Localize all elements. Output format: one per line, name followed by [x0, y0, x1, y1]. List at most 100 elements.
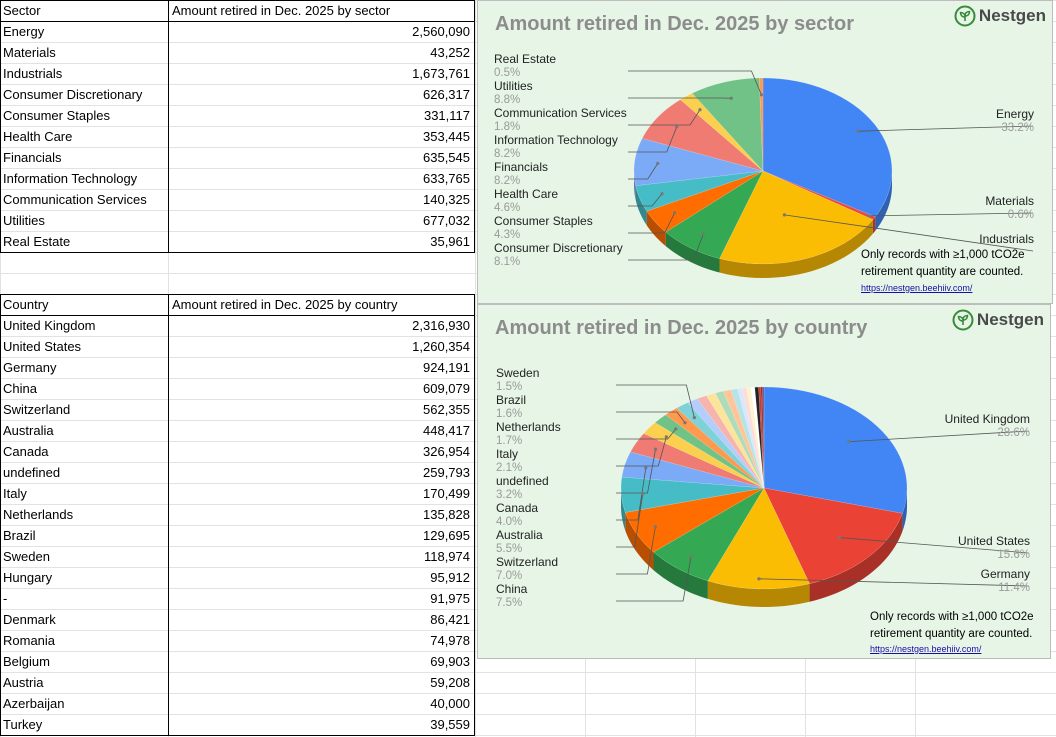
country-chart[interactable]: Amount retired in Dec. 2025 by country N…	[477, 304, 1051, 659]
sector-chart[interactable]: Amount retired in Dec. 2025 by sector Ne…	[477, 0, 1053, 304]
pie-slice[interactable]	[679, 92, 764, 172]
table-cell-amount[interactable]: 609,079	[423, 381, 470, 396]
table-cell-name[interactable]: Belgium	[3, 654, 50, 669]
table-cell-amount[interactable]: 353,445	[423, 129, 470, 144]
pie-slice[interactable]	[621, 451, 765, 489]
table-cell-name[interactable]: Turkey	[3, 717, 43, 732]
pie-slice[interactable]	[758, 386, 765, 489]
pie-slice[interactable]	[730, 388, 765, 489]
table-cell-amount[interactable]: 95,912	[430, 570, 470, 585]
table-cell-name[interactable]: undefined	[3, 465, 61, 480]
table-cell-name[interactable]: Austria	[3, 675, 44, 690]
table-cell-amount[interactable]: 39,559	[430, 717, 470, 732]
table-cell-amount[interactable]: 1,673,761	[412, 66, 470, 81]
pie-slice[interactable]	[635, 170, 764, 212]
pie-slice[interactable]	[741, 387, 765, 489]
table-cell-name[interactable]: Hungary	[3, 570, 53, 585]
pie-slice[interactable]	[654, 414, 765, 489]
table-cell-amount[interactable]: 118,974	[423, 549, 470, 564]
column-header[interactable]: Amount retired in Dec. 2025 by sector	[172, 3, 391, 18]
table-cell-name[interactable]: Utilities	[3, 213, 45, 228]
newsletter-link[interactable]: https://nestgen.beehiiv.com/	[861, 283, 973, 293]
table-cell-name[interactable]: Health Care	[3, 129, 73, 144]
pie-slice[interactable]	[705, 392, 765, 489]
table-cell-amount[interactable]: 259,793	[423, 465, 470, 480]
pie-slice[interactable]	[624, 487, 765, 553]
pie-slice[interactable]	[687, 398, 765, 489]
pie-slice[interactable]	[676, 402, 765, 489]
table-cell-name[interactable]: Sweden	[3, 549, 50, 564]
pie-slice[interactable]	[665, 407, 765, 489]
pie-slice[interactable]	[719, 170, 874, 265]
table-cell-name[interactable]: -	[3, 591, 8, 606]
table-cell-amount[interactable]: 1,260,354	[412, 339, 470, 354]
table-cell-amount[interactable]: 86,421	[430, 612, 470, 627]
pie-slice[interactable]	[643, 422, 765, 489]
pie-slice[interactable]	[758, 77, 764, 172]
pie-slice[interactable]	[760, 386, 765, 489]
table-cell-name[interactable]: Italy	[3, 486, 27, 501]
column-header[interactable]: Country	[3, 297, 49, 312]
table-cell-amount[interactable]: 562,355	[423, 402, 470, 417]
pie-slice[interactable]	[762, 170, 876, 220]
table-cell-amount[interactable]: 677,032	[423, 213, 470, 228]
table-cell-amount[interactable]: 331,117	[423, 108, 470, 123]
pie-slice[interactable]	[763, 487, 903, 585]
table-cell-name[interactable]: Azerbaijan	[3, 696, 65, 711]
table-cell-name[interactable]: Germany	[3, 360, 57, 375]
pie-slice[interactable]	[762, 77, 893, 218]
pie-slice[interactable]	[665, 170, 764, 259]
pie-slice[interactable]	[762, 386, 765, 489]
table-cell-amount[interactable]: 2,560,090	[412, 24, 470, 39]
table-cell-name[interactable]: Switzerland	[3, 402, 71, 417]
pie-slice[interactable]	[620, 476, 765, 513]
pie-slice[interactable]	[723, 389, 765, 489]
pie-slice[interactable]	[633, 138, 764, 186]
table-cell-name[interactable]: Brazil	[3, 528, 36, 543]
table-cell-name[interactable]: Energy	[3, 24, 45, 39]
table-cell-name[interactable]: Consumer Discretionary	[3, 87, 143, 102]
table-cell-name[interactable]: Industrials	[3, 66, 63, 81]
table-cell-amount[interactable]: 626,317	[423, 87, 470, 102]
table-cell-name[interactable]: Denmark	[3, 612, 56, 627]
table-cell-amount[interactable]: 43,252	[430, 45, 470, 60]
table-cell-amount[interactable]: 59,208	[430, 675, 470, 690]
table-cell-name[interactable]: Materials	[3, 45, 56, 60]
pie-slice[interactable]	[707, 487, 810, 590]
table-cell-amount[interactable]: 140,325	[423, 192, 470, 207]
pie-slice[interactable]	[754, 386, 765, 489]
table-cell-name[interactable]: Financials	[3, 150, 62, 165]
table-cell-amount[interactable]: 69,903	[430, 654, 470, 669]
table-cell-name[interactable]: Netherlands	[3, 507, 74, 522]
table-cell-name[interactable]: Australia	[3, 423, 54, 438]
pie-slice[interactable]	[750, 386, 765, 489]
table-cell-name[interactable]: Communication Services	[3, 192, 147, 207]
pie-slice[interactable]	[763, 386, 908, 514]
table-cell-name[interactable]: United Kingdom	[3, 318, 96, 333]
table-cell-amount[interactable]: 40,000	[430, 696, 470, 711]
table-cell-name[interactable]: China	[3, 381, 37, 396]
table-cell-amount[interactable]: 326,954	[423, 444, 470, 459]
newsletter-link[interactable]: https://nestgen.beehiiv.com/	[870, 644, 982, 654]
pie-slice[interactable]	[746, 387, 765, 489]
table-cell-amount[interactable]: 2,316,930	[412, 318, 470, 333]
table-cell-amount[interactable]: 35,961	[430, 234, 470, 249]
table-cell-name[interactable]: United States	[3, 339, 82, 354]
column-header[interactable]: Amount retired in Dec. 2025 by country	[172, 297, 398, 312]
table-cell-amount[interactable]: 170,499	[423, 486, 470, 501]
pie-slice[interactable]	[696, 395, 765, 489]
table-cell-name[interactable]: Consumer Staples	[3, 108, 110, 123]
table-cell-amount[interactable]: 635,545	[423, 150, 470, 165]
table-cell-amount[interactable]: 129,695	[423, 528, 470, 543]
table-cell-amount[interactable]: 924,191	[423, 360, 470, 375]
table-cell-amount[interactable]: 633,765	[423, 171, 470, 186]
pie-slice[interactable]	[737, 387, 765, 489]
pie-slice[interactable]	[641, 99, 764, 172]
pie-slice[interactable]	[691, 77, 764, 172]
table-cell-amount[interactable]: 74,978	[430, 633, 470, 648]
pie-slice[interactable]	[646, 170, 764, 233]
table-cell-name[interactable]: Canada	[3, 444, 49, 459]
table-cell-amount[interactable]: 91,975	[430, 591, 470, 606]
column-header[interactable]: Sector	[3, 3, 41, 18]
table-cell-amount[interactable]: 135,828	[423, 507, 470, 522]
